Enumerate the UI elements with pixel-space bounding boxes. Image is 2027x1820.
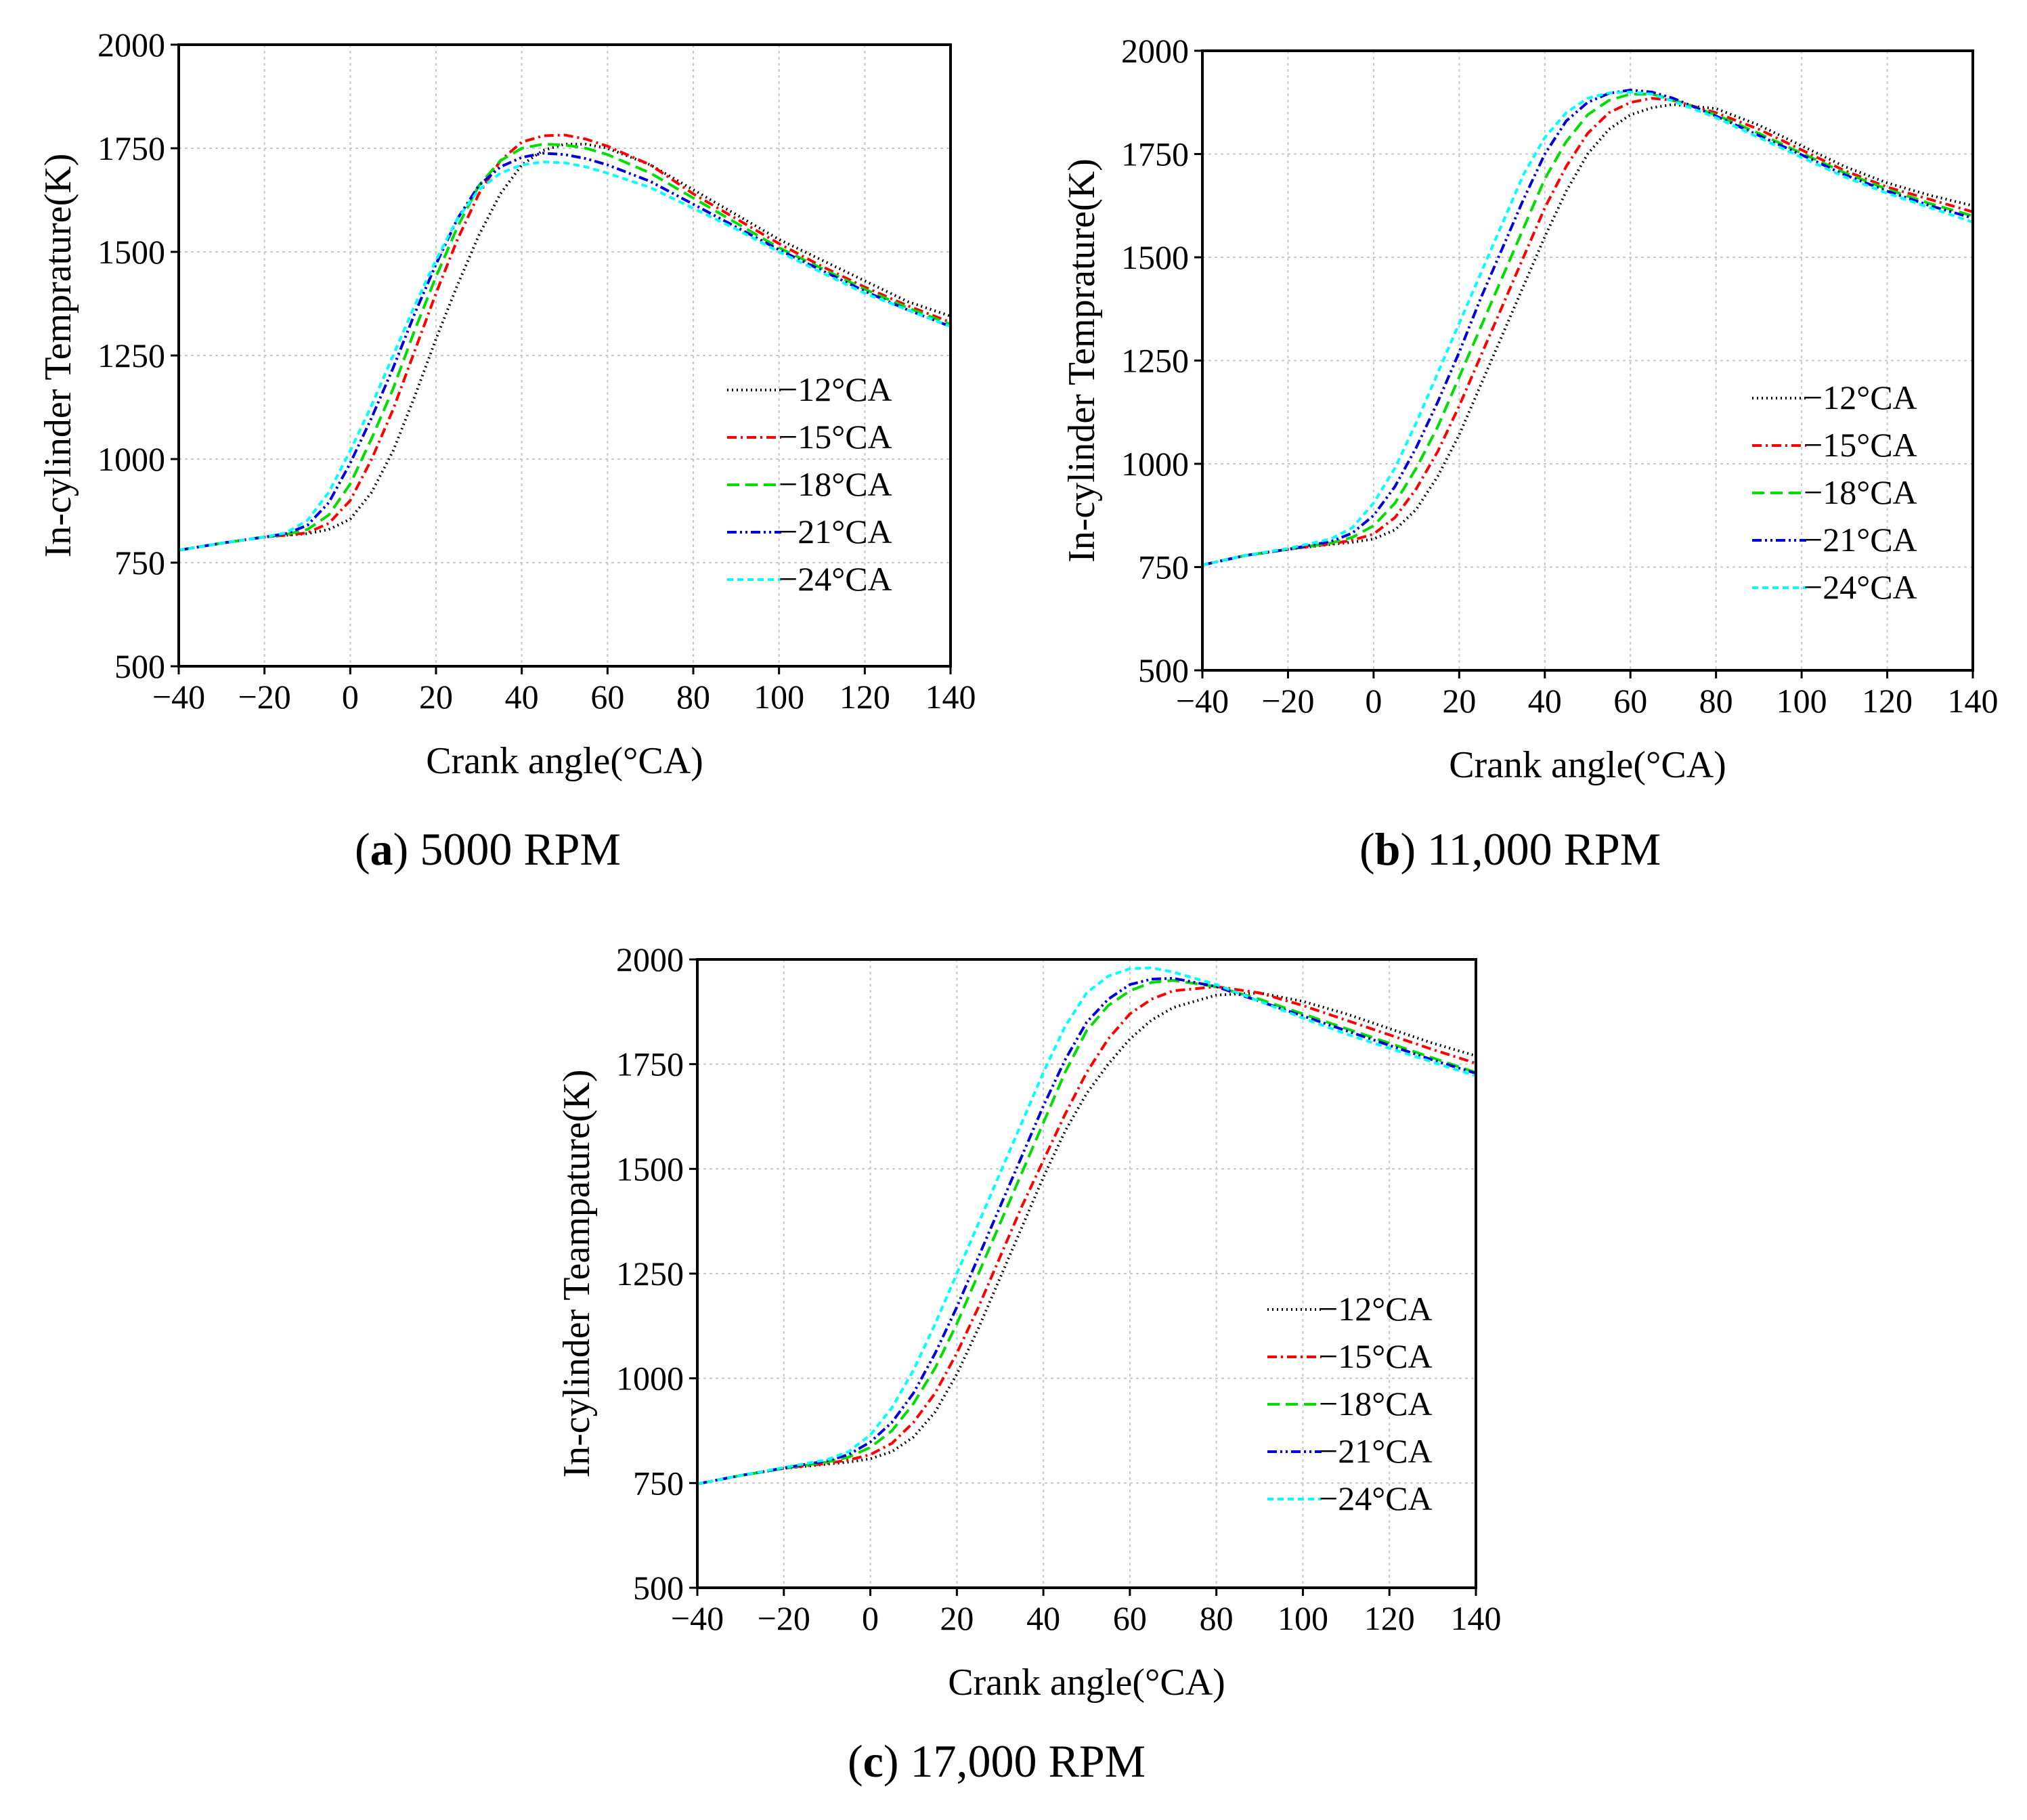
x-tick-label: 140 xyxy=(1948,682,1999,720)
x-axis-label: Crank angle(°CA) xyxy=(1449,744,1726,786)
y-tick-label: 1000 xyxy=(1121,445,1189,483)
x-tick-label: 60 xyxy=(590,678,624,716)
y-tick-label: 1750 xyxy=(1121,135,1189,173)
x-tick-label: −40 xyxy=(671,1599,724,1637)
y-tick-label: 1500 xyxy=(97,233,165,271)
legend-label-3: −21°CA xyxy=(779,513,892,550)
x-tick-label: 0 xyxy=(342,678,359,716)
x-tick-label: 0 xyxy=(862,1599,879,1637)
y-tick-label: 750 xyxy=(114,544,165,582)
series-line-c-2 xyxy=(697,978,1476,1486)
x-tick-label: −20 xyxy=(758,1599,810,1637)
x-tick-label: 40 xyxy=(1026,1599,1060,1637)
y-tick-label: 1000 xyxy=(616,1360,684,1398)
caption-b: (b) 11,000 RPM xyxy=(1359,823,1661,875)
legend-label-4: −24°CA xyxy=(1804,568,1917,606)
x-tick-label: 60 xyxy=(1113,1599,1147,1637)
x-tick-label: 120 xyxy=(1862,682,1913,720)
chart-c: −40 −20 0 20 40 60 80 100 120 140 500 750 1000 1250 15… xyxy=(556,940,1502,1704)
x-tick-label: 80 xyxy=(676,678,710,716)
x-tick-label: −20 xyxy=(1261,682,1314,720)
y-tick-label: 1500 xyxy=(616,1150,684,1188)
legend-label-0: −12°CA xyxy=(779,370,892,408)
y-axis-label: In-cylinder Temprature(K) xyxy=(1061,158,1103,563)
x-tick-label: 0 xyxy=(1365,682,1382,720)
series-line-b-3 xyxy=(1202,88,1973,567)
chart-b: −40 −20 0 20 40 60 80 100 120 140 500 750 1000 1250 15… xyxy=(1061,32,1999,786)
legend-label-1: −15°CA xyxy=(1319,1337,1433,1375)
series-line-c-1 xyxy=(697,985,1476,1486)
x-tick-label: 80 xyxy=(1699,682,1733,720)
y-tick-label: 2000 xyxy=(616,940,684,978)
legend-label-4: −24°CA xyxy=(779,560,892,598)
legend-label-3: −21°CA xyxy=(1804,521,1917,559)
y-tick-label: 1250 xyxy=(97,337,165,374)
y-axis-label: In-cylinder Teampature(K) xyxy=(556,1070,598,1478)
y-tick-label: 1250 xyxy=(1121,342,1189,380)
x-tick-label: 100 xyxy=(1278,1599,1328,1637)
y-tick-label: 500 xyxy=(1138,651,1189,689)
legend-label-0: −12°CA xyxy=(1804,378,1917,416)
x-tick-label: 140 xyxy=(1451,1599,1502,1637)
x-tick-label: 20 xyxy=(940,1599,974,1637)
series-line-c-4 xyxy=(697,966,1476,1486)
x-tick-label: −40 xyxy=(152,678,205,716)
y-tick-label: 1250 xyxy=(616,1255,684,1293)
legend-label-1: −15°CA xyxy=(779,418,892,456)
legend-label-0: −12°CA xyxy=(1319,1290,1433,1328)
x-axis-label: Crank angle(°CA) xyxy=(948,1662,1225,1704)
legend-a: −12°CA −15°CA −18°CA −21°CA −24°CA xyxy=(727,370,892,598)
x-tick-label: 100 xyxy=(754,678,804,716)
x-tick-label: 20 xyxy=(419,678,453,716)
y-tick-label: 750 xyxy=(1138,548,1189,586)
x-tick-label: −20 xyxy=(238,678,291,716)
chart-a: −40 −20 0 20 40 60 80 100 120 140 500 750 1000 1250 15… xyxy=(37,26,976,782)
x-tick-label: 120 xyxy=(1364,1599,1415,1637)
y-tick-label: 1500 xyxy=(1121,238,1189,276)
legend-label-2: −18°CA xyxy=(1804,473,1917,511)
caption-c: (c) 17,000 RPM xyxy=(848,1735,1146,1787)
legend-c: −12°CA −15°CA −18°CA −21°CA −24°CA xyxy=(1267,1290,1433,1517)
x-tick-label: 60 xyxy=(1613,682,1647,720)
legend-label-1: −15°CA xyxy=(1804,426,1917,464)
legend-label-2: −18°CA xyxy=(1319,1385,1433,1423)
y-tick-label: 2000 xyxy=(1121,32,1189,70)
x-axis-label: Crank angle(°CA) xyxy=(426,740,703,782)
y-tick-label: 500 xyxy=(114,647,165,685)
x-tick-label: 20 xyxy=(1442,682,1476,720)
x-tick-label: 120 xyxy=(840,678,890,716)
series-line-b-0 xyxy=(1202,103,1973,567)
legend-label-3: −21°CA xyxy=(1319,1432,1433,1470)
legend-label-2: −18°CA xyxy=(779,465,892,503)
y-tick-label: 750 xyxy=(633,1464,684,1502)
x-tick-label: 100 xyxy=(1777,682,1827,720)
y-tick-label: 1750 xyxy=(97,129,165,167)
y-tick-label: 1000 xyxy=(97,440,165,478)
y-tick-label: 2000 xyxy=(97,26,165,64)
legend-label-4: −24°CA xyxy=(1319,1479,1433,1517)
x-tick-label: 80 xyxy=(1200,1599,1234,1637)
series-line-a-4 xyxy=(179,160,951,552)
series-line-a-2 xyxy=(179,142,951,552)
series-line-b-1 xyxy=(1202,97,1973,567)
x-tick-label: 40 xyxy=(1528,682,1562,720)
x-tick-label: 40 xyxy=(505,678,539,716)
x-tick-label: −40 xyxy=(1176,682,1229,720)
y-axis-label: In-cylinder Temprature(K) xyxy=(37,154,79,558)
y-tick-label: 1750 xyxy=(616,1045,684,1083)
x-tick-label: 140 xyxy=(925,678,976,716)
y-tick-label: 500 xyxy=(633,1569,684,1607)
legend-b: −12°CA −15°CA −18°CA −21°CA −24°CA xyxy=(1752,378,1917,606)
caption-a: (a) 5000 RPM xyxy=(355,823,621,875)
series-line-b-4 xyxy=(1202,90,1973,567)
